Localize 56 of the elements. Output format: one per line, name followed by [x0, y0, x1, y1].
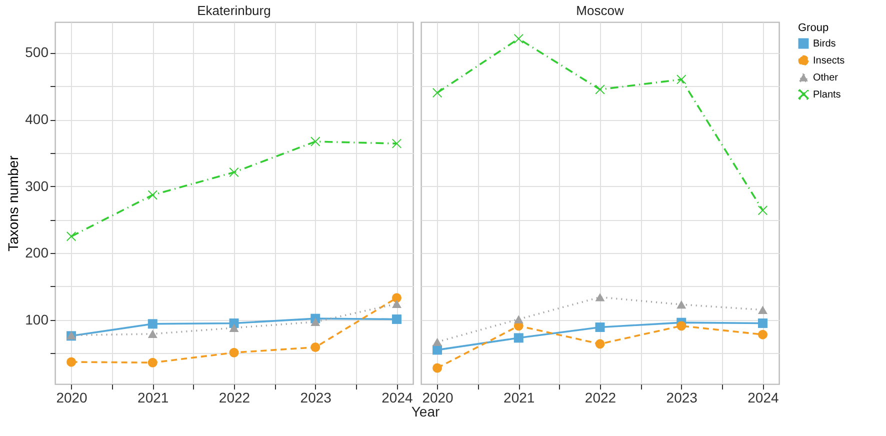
point — [229, 348, 239, 358]
x-tick-label: 2024 — [748, 390, 780, 406]
point — [310, 318, 320, 326]
point — [595, 339, 605, 349]
y-tick-label: 400 — [25, 111, 49, 128]
x-axis-title: Year — [411, 404, 440, 420]
point — [758, 318, 768, 328]
point — [148, 319, 158, 329]
legend-label: Other — [813, 72, 839, 84]
x-tick-label: 2024 — [382, 390, 414, 406]
point — [676, 300, 686, 309]
point — [310, 136, 320, 146]
point — [676, 74, 686, 84]
point — [432, 338, 442, 346]
point — [148, 330, 158, 338]
point — [392, 300, 402, 308]
x-tick-label: 2023 — [666, 390, 698, 406]
point — [66, 232, 76, 242]
point — [432, 88, 442, 98]
point — [595, 293, 605, 302]
point — [148, 190, 158, 200]
chart-title: Moscow — [576, 3, 624, 18]
y-tick-label: 500 — [25, 44, 49, 60]
point — [432, 345, 442, 355]
y-tick-label: 200 — [25, 244, 49, 261]
x-tick-label: 2023 — [300, 390, 332, 406]
x-tick-label: 2020 — [422, 390, 454, 406]
x-tick-label: 2021 — [138, 390, 169, 406]
point — [148, 358, 158, 368]
point — [392, 293, 402, 303]
legend-label: Plants — [813, 90, 841, 100]
point — [514, 333, 524, 343]
point — [66, 357, 76, 367]
point — [758, 206, 768, 216]
point — [514, 34, 524, 44]
point — [676, 321, 686, 331]
point — [514, 315, 524, 324]
x-tick-label: 2022 — [584, 390, 616, 406]
x-tick-label: 2021 — [504, 390, 535, 406]
x-tick-label: 2020 — [56, 390, 88, 406]
point — [758, 330, 768, 340]
y-tick-label: 100 — [25, 311, 49, 328]
point — [595, 84, 605, 94]
legend-label: Birds — [813, 38, 836, 50]
y-axis-title: Taxons number — [5, 155, 22, 252]
x-tick-label: 2022 — [218, 390, 250, 406]
y-tick-label: 300 — [25, 178, 49, 194]
point — [229, 324, 239, 332]
legend-title: Group — [798, 22, 829, 34]
point — [595, 322, 605, 332]
point — [758, 306, 768, 314]
chart-title: Ekaterinburg — [197, 3, 271, 18]
point — [432, 363, 442, 373]
legend-label: Insects — [813, 56, 845, 66]
point — [392, 314, 402, 324]
point — [310, 342, 320, 352]
